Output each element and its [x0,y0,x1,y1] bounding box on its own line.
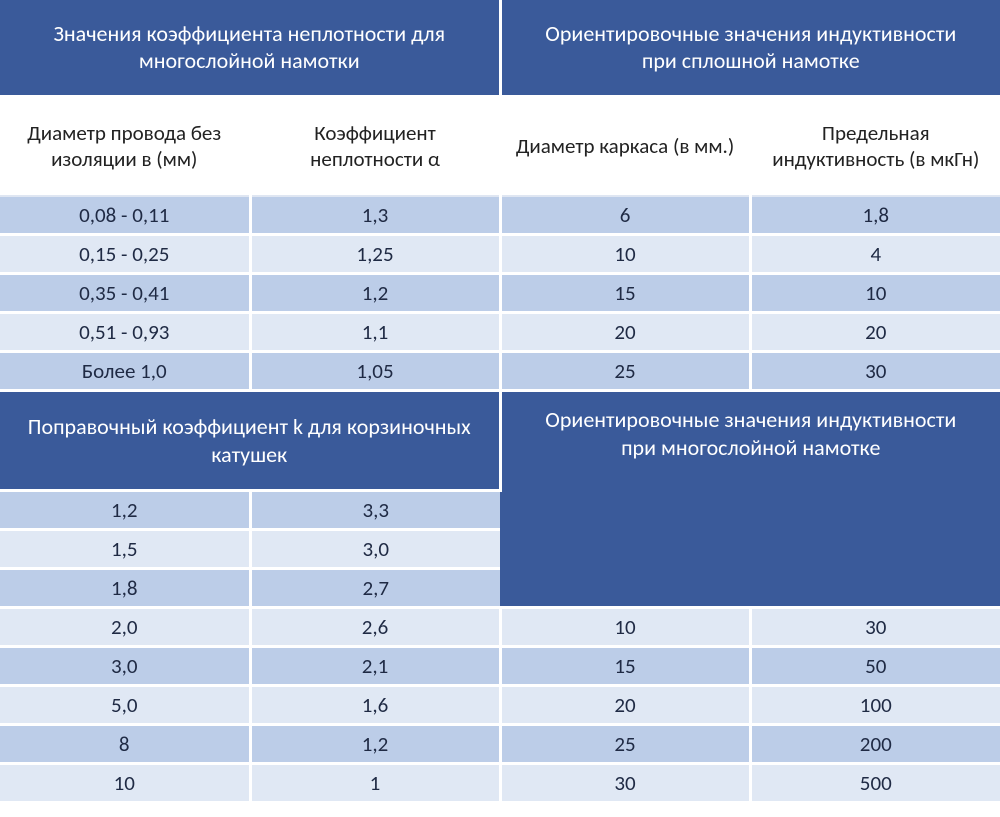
cell: 1,8 [0,569,250,608]
cell: 8 [0,725,250,764]
sub-c1: Диаметр провода без изоляции в (мм) [0,96,250,196]
cell: 15 [500,647,750,686]
table-row: 5,01,620100 [0,686,1000,725]
bottom-section-headers: Поправочный коэффициент k для корзиночны… [0,391,1000,491]
cell: 0,08 - 0,11 [0,196,250,235]
cell: 3,0 [250,530,500,569]
table-row: Более 1,01,052530 [0,352,1000,391]
table-row: 0,51 - 0,931,12020 [0,313,1000,352]
cell: 20 [750,313,1000,352]
cell: 10 [500,608,750,647]
table-row: 81,225200 [0,725,1000,764]
cell: 15 [500,274,750,313]
cell: 1,5 [0,530,250,569]
table-row: 10130500 [0,764,1000,803]
cell: 1,3 [250,196,500,235]
cell: 0,35 - 0,41 [0,274,250,313]
cell: 1,2 [250,274,500,313]
cell: 1,2 [250,725,500,764]
table-row: 0,08 - 0,111,361,8 [0,196,1000,235]
cell: 10 [500,235,750,274]
sub-c2: Коэффициент неплотности α [250,96,500,196]
cell: 1,6 [250,686,500,725]
cell: 20 [500,686,750,725]
cell: 500 [750,764,1000,803]
sub-c4: Предельная индуктивность (в мкГн) [750,96,1000,196]
coil-tables: Значения коэффициента неплотности для мн… [0,0,1000,804]
cell: 1,8 [750,196,1000,235]
cell: Более 1,0 [0,352,250,391]
cell: 5,0 [0,686,250,725]
cell: 20 [500,313,750,352]
cell: 1 [250,764,500,803]
cell: 1,05 [250,352,500,391]
table-row: 3,02,11550 [0,647,1000,686]
top-section-headers: Значения коэффициента неплотности для мн… [0,0,1000,96]
sub-c3: Диаметр каркаса (в мм.) [500,96,750,196]
cell: 6 [500,196,750,235]
cell: 4 [750,235,1000,274]
cell: 30 [750,608,1000,647]
cell: 200 [750,725,1000,764]
top-right-header: Ориентировочные значения индуктивностипр… [500,0,1000,96]
table-row: 2,02,61030 [0,608,1000,647]
table-row: 0,15 - 0,251,25104 [0,235,1000,274]
cell: 30 [500,764,750,803]
top-subheaders: Диаметр провода без изоляции в (мм) Коэф… [0,96,1000,196]
cell: 0,51 - 0,93 [0,313,250,352]
cell: 0,15 - 0,25 [0,235,250,274]
top-left-header: Значения коэффициента неплотности для мн… [0,0,500,96]
cell: 1,25 [250,235,500,274]
cell: 2,6 [250,608,500,647]
cell: 1,1 [250,313,500,352]
cell: 2,7 [250,569,500,608]
cell: 100 [750,686,1000,725]
bottom-left-header: Поправочный коэффициент k для корзиночны… [0,391,500,491]
cell: 3,0 [0,647,250,686]
table-row: 0,35 - 0,411,21510 [0,274,1000,313]
cell: 1,2 [0,491,250,530]
cell: 25 [500,352,750,391]
cell: 25 [500,725,750,764]
bottom-right-header: Ориентировочные значения индуктивностипр… [500,391,1000,608]
cell: 10 [750,274,1000,313]
cell: 2,1 [250,647,500,686]
cell: 3,3 [250,491,500,530]
cell: 10 [0,764,250,803]
cell: 2,0 [0,608,250,647]
cell: 50 [750,647,1000,686]
cell: 30 [750,352,1000,391]
